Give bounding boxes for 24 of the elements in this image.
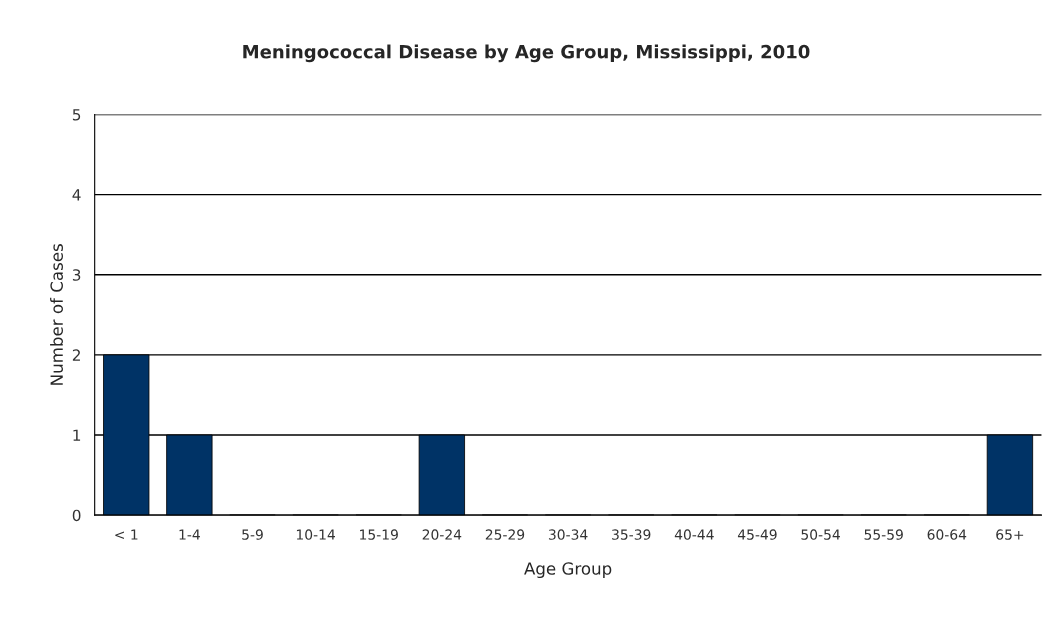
y-tick-label: 5 xyxy=(72,109,81,121)
x-axis-title: Age Group xyxy=(524,562,612,579)
x-tick-label: 15-19 xyxy=(360,529,398,540)
x-tick-label: 40-44 xyxy=(674,529,714,540)
x-tick-label: 30-34 xyxy=(548,529,588,540)
x-tick-label: 10-14 xyxy=(296,529,335,540)
y-tick-label: 2 xyxy=(72,349,80,361)
x-tick-label: < 1 xyxy=(115,529,138,540)
x-tick-label: 45-49 xyxy=(737,529,777,540)
x-tick-label: 60-64 xyxy=(927,529,967,540)
x-tick-label: 50-54 xyxy=(801,529,840,540)
x-tick-label: 25-29 xyxy=(485,529,525,540)
x-tick-label: 5-9 xyxy=(242,529,263,540)
y-tick-label: 1 xyxy=(73,429,81,441)
y-axis-title: Number of Cases xyxy=(50,244,63,385)
x-tick-label: 55-59 xyxy=(864,529,903,540)
x-tick-label: 35-39 xyxy=(612,529,651,540)
y-tick-label: 0 xyxy=(72,509,81,522)
x-tick-label: 20-24 xyxy=(422,529,462,540)
y-tick-label: 4 xyxy=(72,189,81,201)
chart-title: Meningococcal Disease by Age Group, Mississippi, 2010 xyxy=(243,44,810,63)
y-tick-label: 3 xyxy=(72,269,81,281)
x-tick-label: 1-4 xyxy=(179,529,200,540)
x-tick-label: 65+ xyxy=(996,529,1024,540)
